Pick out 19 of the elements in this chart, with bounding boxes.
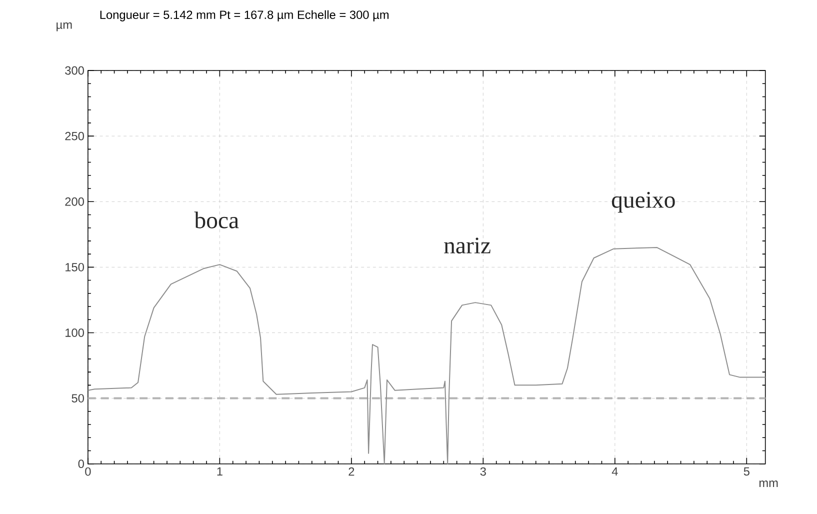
y-tick-label: 150: [66, 263, 84, 272]
y-tick-label: 300: [65, 66, 84, 75]
y-axis-title: µm: [56, 22, 72, 32]
y-tick-label: 50: [72, 394, 84, 403]
x-axis-title: mm: [759, 480, 778, 488]
x-tick-label: 3: [480, 468, 486, 476]
x-tick-label: 1: [217, 468, 222, 476]
chart-title: Longueur = 5.142 mm Pt = 167.8 µm Echelle = 300 µm: [100, 10, 388, 22]
annotation: boca: [194, 212, 239, 229]
x-tick-label: 0: [85, 468, 91, 476]
y-tick-label: 250: [65, 132, 84, 141]
x-tick-label: 4: [612, 468, 618, 476]
y-tick-label: 0: [78, 460, 84, 468]
y-tick-label: 200: [65, 198, 84, 206]
y-tick-label: 100: [66, 328, 84, 338]
annotation: queixo: [612, 192, 675, 213]
x-tick-label: 5: [744, 468, 750, 476]
x-tick-label: 2: [348, 468, 354, 476]
annotation: nariz: [444, 238, 490, 254]
